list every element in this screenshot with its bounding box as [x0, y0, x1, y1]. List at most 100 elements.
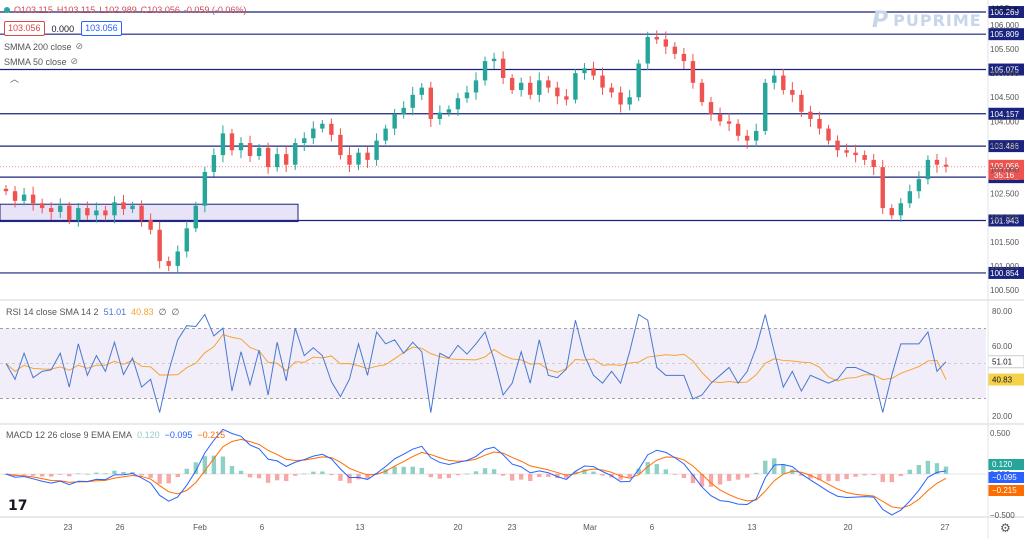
- macd-value-tag: [988, 459, 1024, 470]
- candle: [347, 155, 352, 165]
- level-tag: [988, 63, 1024, 76]
- candle: [401, 107, 406, 115]
- macd-histogram-bar: [220, 456, 226, 474]
- time-tick: 6: [650, 523, 655, 532]
- eye-off-icon[interactable]: ⊘: [75, 41, 84, 51]
- macd-histogram-bar: [320, 471, 325, 474]
- candle: [283, 154, 289, 165]
- candle: [12, 191, 18, 201]
- candle: [437, 112, 443, 119]
- macd-histogram-bar: [582, 469, 587, 474]
- candle: [528, 82, 533, 95]
- eye-off-icon[interactable]: ⊘: [70, 56, 79, 66]
- tradingview-logo-icon[interactable]: 17: [8, 498, 28, 514]
- macd-line: [5, 428, 947, 516]
- candle: [302, 138, 307, 144]
- candle: [3, 188, 9, 192]
- level-label: 105.809: [990, 30, 1019, 39]
- level-label: 103.486: [990, 142, 1019, 151]
- rsi-extra2: ∅: [171, 307, 180, 317]
- candle: [627, 97, 632, 105]
- logo-text: PUPRIME: [893, 11, 982, 30]
- indicator-sma200[interactable]: SMMA 200 close ⊘: [4, 41, 83, 52]
- macd-histogram-bar: [410, 466, 415, 474]
- chart-grid: [0, 299, 1024, 518]
- macd-histogram-bar: [808, 474, 813, 479]
- candle: [690, 61, 696, 83]
- support-zone: [0, 203, 299, 223]
- collapse-icon[interactable]: ︿: [10, 74, 20, 84]
- macd-histogram-bar: [238, 470, 244, 474]
- macd-histogram-bar: [193, 462, 199, 474]
- time-tick: 23: [64, 523, 73, 532]
- ohlc-change: -0.059 (-0.06%): [183, 5, 247, 15]
- macd-signal-line: [5, 438, 947, 509]
- candle: [763, 82, 768, 131]
- candle: [898, 203, 904, 216]
- currency-selector[interactable]: USD ▾: [991, 4, 1018, 14]
- price-tick: 102.000: [990, 214, 1019, 223]
- macd-histogram-bar: [925, 460, 931, 474]
- macd-histogram-bar: [302, 473, 307, 475]
- candle: [817, 118, 822, 129]
- candle: [916, 179, 922, 192]
- gear-icon[interactable]: ⚙: [1000, 521, 1011, 535]
- macd-histogram-bar: [835, 474, 840, 482]
- candle: [726, 121, 732, 124]
- macd-value-tag: [988, 485, 1024, 496]
- candle: [265, 147, 271, 168]
- candle: [293, 143, 298, 165]
- price-tick: 106.000: [990, 21, 1019, 30]
- macd-histogram-bar: [555, 474, 560, 479]
- candle: [148, 220, 153, 230]
- macd-legend: MACD 12 26 close 9 EMA EMA 0.120 −0.095 …: [6, 430, 225, 440]
- candle: [835, 140, 840, 151]
- price-tick: 105.500: [990, 45, 1019, 54]
- candle: [419, 87, 424, 95]
- rsi-value-tag-label: 51.01: [992, 358, 1013, 367]
- current-price-label: 103.056: [990, 162, 1019, 171]
- candle: [500, 58, 506, 78]
- candle: [256, 147, 262, 157]
- macd-histogram-bar: [76, 473, 81, 475]
- ohlc-close: C103.056: [140, 5, 180, 15]
- macd-histogram-bar: [627, 474, 632, 478]
- candle: [211, 155, 217, 172]
- buy-button[interactable]: 103.056: [81, 21, 122, 36]
- macd-histogram-bar: [898, 474, 904, 477]
- macd-histogram-bar: [790, 469, 795, 474]
- rsi-sma-line: [5, 333, 947, 384]
- time-axis: 23 26 Feb 6 13 20 23 Mar 6 13 20 27: [64, 523, 950, 532]
- range-box: [0, 203, 299, 223]
- candle: [663, 39, 669, 47]
- macd-histogram-bar: [139, 474, 144, 476]
- sell-button[interactable]: 103.056: [4, 21, 45, 36]
- indicator-sma50[interactable]: SMMA 50 close ⊘: [4, 56, 78, 67]
- candle: [537, 80, 542, 95]
- candle: [853, 152, 858, 156]
- macd-histogram-bar: [428, 474, 434, 478]
- level-label: 101.943: [990, 216, 1019, 225]
- macd-histogram-bar: [30, 474, 36, 476]
- macd-histogram-bar: [600, 474, 605, 476]
- ohlc-high: H103.115: [56, 5, 96, 15]
- candle: [654, 37, 659, 40]
- macd-histogram-bar: [329, 474, 334, 476]
- macd-histogram-bar: [500, 474, 506, 476]
- candle: [591, 68, 596, 76]
- candle: [609, 87, 614, 93]
- candle: [799, 94, 804, 112]
- macd-histogram-bar: [202, 456, 208, 474]
- rsi-tick: 80.00: [992, 307, 1013, 316]
- macd-histogram-bar: [121, 471, 126, 474]
- level-tag: [988, 107, 1024, 120]
- macd-histogram-bar: [103, 473, 108, 475]
- candle: [166, 261, 171, 266]
- macd-histogram-bar: [799, 474, 804, 476]
- macd-signal-value: −0.215: [197, 430, 226, 440]
- candle: [30, 194, 36, 204]
- macd-histogram-bar: [826, 474, 831, 482]
- candle: [772, 75, 777, 83]
- candle: [329, 123, 334, 135]
